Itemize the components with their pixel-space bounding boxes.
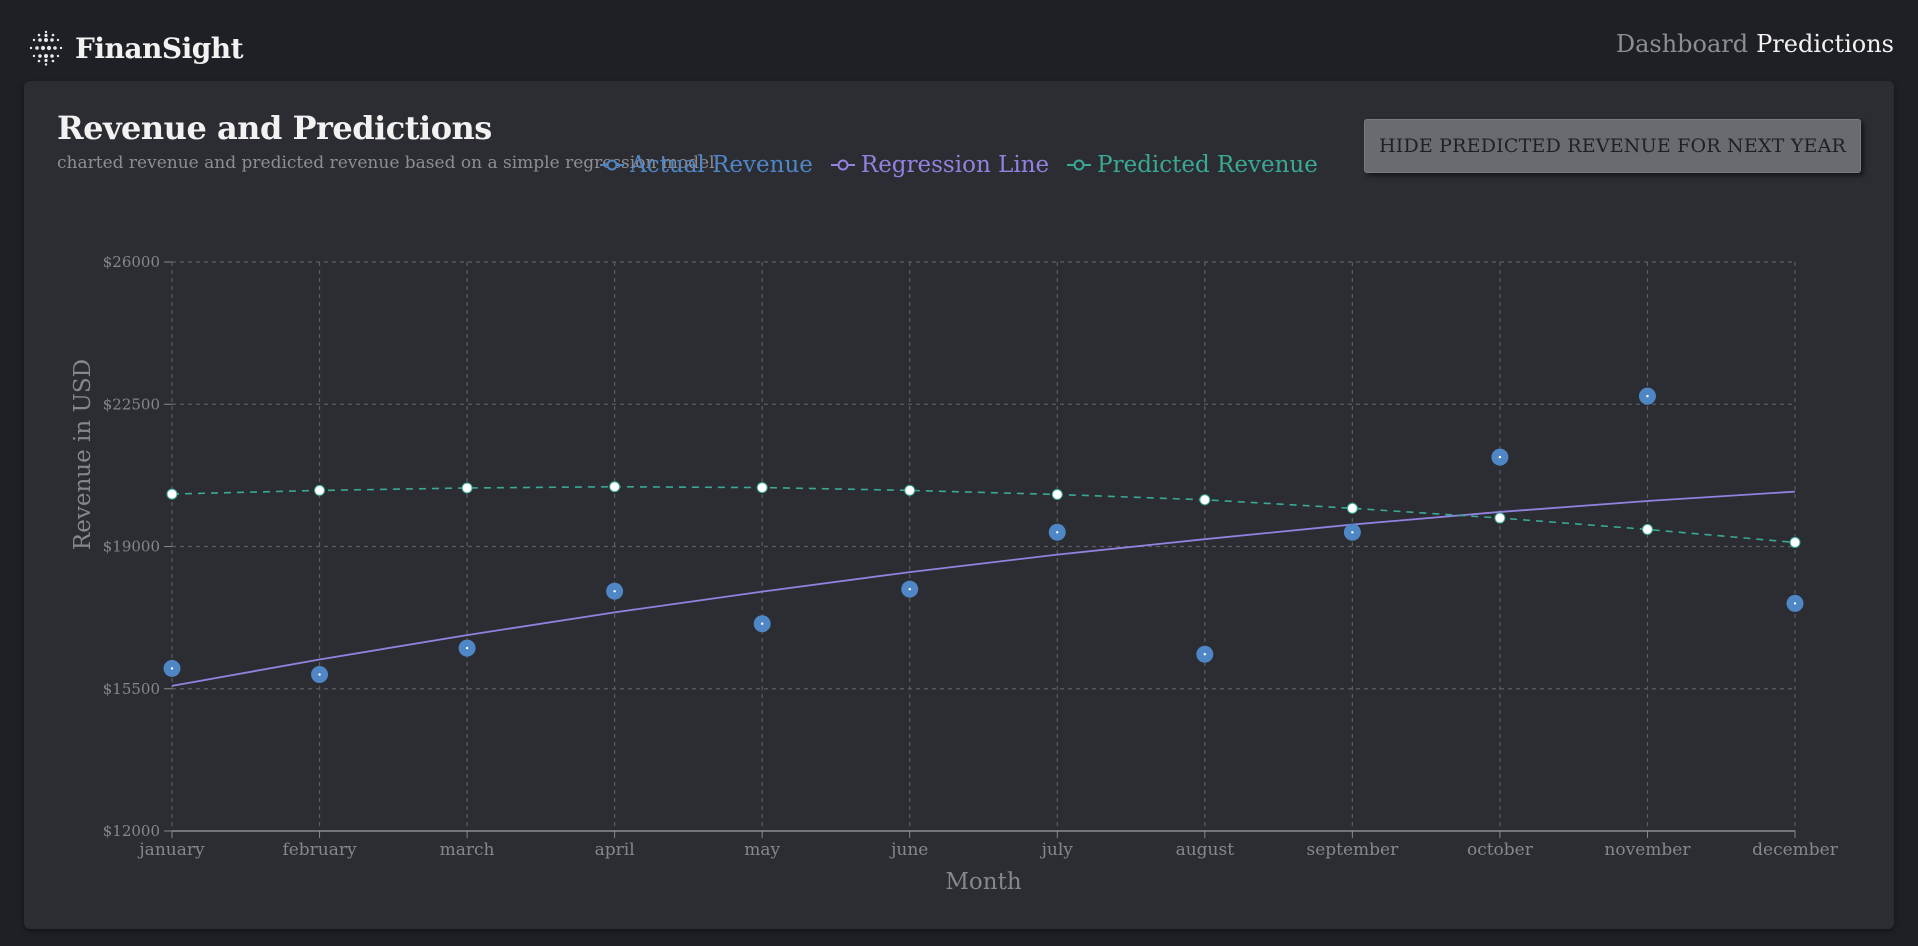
top-navigation-bar: FinanSight Dashboard Predictions [0,0,1918,80]
predicted-point [314,484,326,496]
legend-marker-icon [600,159,625,171]
predicted-point [1051,488,1063,500]
x-tick-label: january [137,840,205,860]
predicted-point [1641,523,1653,535]
brand-name: FinanSight [75,31,244,65]
legend-item[interactable]: Predicted Revenue [1067,150,1318,180]
y-axis-title: Revenue in USD [70,359,96,550]
actual-point-center [1056,531,1059,534]
actual-point-center [318,673,321,676]
nav-link-dashboard[interactable]: Dashboard [1615,30,1749,58]
legend-label: Actual Revenue [630,152,813,178]
predicted-point [1346,502,1358,514]
actual-point-center [613,590,616,593]
toggle-predicted-revenue-button[interactable]: HIDE PREDICTED REVENUE FOR NEXT YEAR [1364,119,1861,173]
actual-point-center [465,646,469,650]
x-tick-label: july [1040,840,1074,860]
nav-link-predictions[interactable]: Predictions [1756,30,1894,58]
regression-line [171,490,1796,687]
predicted-point [166,488,178,500]
predicted-point [904,484,916,496]
x-tick-label: december [1752,840,1839,860]
x-tick-label: august [1176,840,1235,860]
page-subtitle: charted revenue and predicted revenue ba… [57,153,715,173]
x-tick-label: november [1604,840,1691,860]
y-tick-label: $19000 [103,538,160,556]
x-tick-label: march [440,840,495,860]
predicted-point [1199,494,1211,506]
x-tick-label: april [595,840,635,860]
chart-legend: Actual Revenue Regression Line Predicted R… [0,150,1918,180]
predicted-line [171,485,1796,544]
y-tick-label: $26000 [103,253,160,271]
logo-icon [29,30,63,66]
brand[interactable]: FinanSight [27,28,244,68]
y-tick-label: $22500 [103,395,160,413]
y-tick-label: $12000 [103,822,160,840]
actual-point-center [170,667,174,670]
x-tick-label: september [1306,840,1399,860]
legend-marker-icon [830,159,855,171]
legend-item[interactable]: Actual Revenue [600,150,813,180]
y-tick-label: $15500 [103,680,160,698]
actual-point-center [760,622,764,625]
actual-point-center [908,587,911,591]
predicted-point [609,481,621,493]
x-axis-title: Month [945,869,1021,895]
x-tick-label: february [282,840,357,860]
actual-point-center [1203,653,1207,656]
x-tick-label: may [744,840,780,860]
legend-item[interactable]: Regression Line [830,150,1050,180]
predicted-point [1789,536,1801,548]
predicted-point [756,482,768,494]
actual-point-center [1646,394,1649,398]
x-tick-label: june [889,840,928,860]
actual-point-center [1793,602,1797,605]
actual-point-center [1351,531,1354,534]
main-nav: Dashboard Predictions [1616,30,1894,58]
actual-point-center [1498,455,1502,459]
predicted-point [461,482,473,494]
legend-label: Regression Line [860,152,1050,178]
page-title: Revenue and Predictions [57,109,492,147]
predicted-point [1494,512,1506,524]
legend-marker-icon [1067,159,1092,171]
x-tick-label: october [1467,840,1534,860]
legend-label: Predicted Revenue [1097,152,1318,178]
